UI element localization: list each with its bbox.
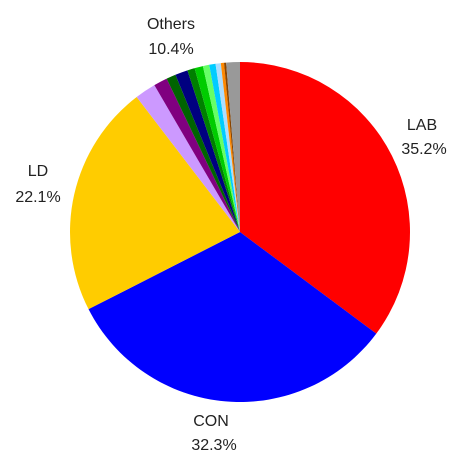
pie-slices xyxy=(69,61,411,403)
slice-other-8 xyxy=(194,66,240,232)
label-lab-pct: 35.2% xyxy=(401,141,446,158)
label-lab-name: LAB xyxy=(407,117,437,134)
slice-other-5 xyxy=(166,74,240,233)
slice-other-6 xyxy=(175,70,240,232)
slice-ld xyxy=(69,97,241,310)
slice-other-7 xyxy=(187,68,240,232)
slice-other-9 xyxy=(202,64,240,232)
label-ld-name: LD xyxy=(28,163,48,180)
slice-con xyxy=(88,232,377,403)
pie-labels: LAB 35.2% CON 32.3% LD 22.1% Others 10.4… xyxy=(15,16,446,450)
label-others-name: Others xyxy=(147,16,195,33)
slice-other-11 xyxy=(215,63,240,233)
label-con-pct: 32.3% xyxy=(191,437,236,450)
label-ld-pct: 22.1% xyxy=(15,189,60,206)
slice-other-4 xyxy=(154,78,240,232)
slice-other-3 xyxy=(136,85,240,232)
slice-other-12 xyxy=(220,62,240,232)
slice-lab xyxy=(240,61,411,334)
label-others-pct: 10.4% xyxy=(148,41,193,58)
label-con-name: CON xyxy=(193,413,229,430)
slice-other-14 xyxy=(226,62,240,232)
slice-other-10 xyxy=(209,63,240,232)
slice-other-13 xyxy=(224,62,240,232)
